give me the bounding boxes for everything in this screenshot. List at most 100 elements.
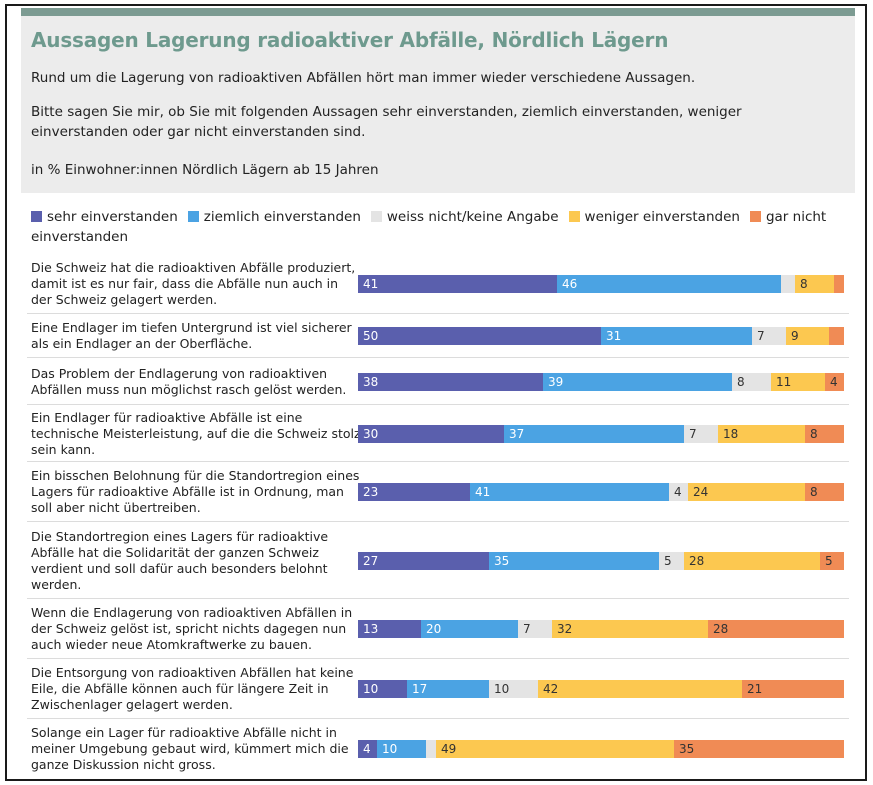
bar-segment: 41 (470, 483, 669, 501)
data-label: 10 (382, 742, 398, 756)
chart-row: Die Schweiz hat die radioaktiven Abfälle… (7, 254, 867, 314)
bar-segment: 28 (708, 620, 844, 638)
chart-unit-note: in % Einwohner:innen Nördlich Lägern ab … (31, 162, 379, 178)
row-separator (27, 357, 849, 358)
legend-swatch (31, 211, 42, 222)
row-label: Ein Endlager für radioaktive Abfälle ist… (31, 410, 361, 457)
stacked-bar: 27 35 5 28 5 (358, 552, 844, 570)
legend-swatch (568, 211, 580, 222)
row-separator (27, 598, 849, 599)
row-label: Die Standortregion eines Lagers für radi… (31, 529, 329, 592)
data-label: 18 (723, 427, 739, 441)
legend-label: sehr einverstanden (47, 209, 178, 225)
bar-segment: 49 (436, 740, 674, 758)
chart-header: Aussagen Lagerung radioaktiver Abfälle, … (21, 16, 855, 193)
bar-segment: 8 (795, 275, 834, 293)
bar-segment: 42 (538, 680, 742, 698)
bar-segment: 23 (358, 483, 470, 501)
bar-segment: 13 (358, 620, 421, 638)
bar-segment: 27 (358, 552, 489, 570)
legend-swatch (749, 211, 761, 222)
data-label: 31 (606, 329, 622, 343)
data-label: 5 (825, 554, 833, 568)
legend-item-0: sehr einverstanden (31, 209, 178, 225)
data-label: 24 (693, 485, 709, 499)
bar-segment (829, 327, 844, 345)
data-label: 4 (674, 485, 682, 499)
row-label: Das Problem der Endlagerung von radioakt… (31, 366, 347, 397)
data-label: 10 (494, 682, 510, 696)
legend-label: weniger einverstanden (584, 209, 740, 225)
data-label: 49 (441, 742, 457, 756)
row-separator (27, 521, 849, 522)
chart-row: Solange ein Lager für radioaktive Abfäll… (7, 719, 867, 779)
bar-segment: 31 (601, 327, 752, 345)
bar-segment: 8 (732, 373, 771, 391)
bar-segment: 11 (771, 373, 825, 391)
stacked-bar: 10 17 10 42 21 (358, 680, 844, 698)
bar-segment: 41 (358, 275, 557, 293)
bar-segment: 46 (557, 275, 781, 293)
bar-segment: 35 (489, 552, 659, 570)
row-separator (27, 404, 849, 405)
data-label: 8 (737, 375, 745, 389)
legend-swatch (370, 211, 382, 222)
data-label: 8 (810, 427, 818, 441)
data-label: 5 (664, 554, 672, 568)
bar-segment: 7 (752, 327, 786, 345)
bar-segment: 21 (742, 680, 844, 698)
bar-segment: 5 (820, 552, 844, 570)
bar-segment: 5 (659, 552, 684, 570)
row-label: Solange ein Lager für radioaktive Abfäll… (31, 725, 349, 772)
data-label: 13 (363, 622, 379, 636)
row-label: Wenn die Endlagerung von radioaktiven Ab… (31, 605, 353, 652)
bar-segment: 7 (518, 620, 552, 638)
bar-segment: 32 (552, 620, 708, 638)
chart-plot-area: Die Schweiz hat die radioaktiven Abfälle… (7, 254, 867, 779)
data-label: 37 (509, 427, 525, 441)
stacked-bar: 4 10 49 35 (358, 740, 844, 758)
data-label: 38 (363, 375, 379, 389)
data-label: 10 (363, 682, 379, 696)
stacked-bar: 13 20 7 32 28 (358, 620, 844, 638)
bar-segment: 18 (718, 425, 805, 443)
legend-item-2: weiss nicht/keine Angabe (370, 209, 559, 225)
bar-segment: 37 (504, 425, 684, 443)
chart-row: Das Problem der Endlagerung von radioakt… (7, 358, 867, 405)
bar-segment: 30 (358, 425, 504, 443)
legend-item-4: gar nicht einverstanden (31, 209, 826, 245)
bar-segment: 10 (377, 740, 426, 758)
data-label: 46 (562, 277, 578, 291)
data-label: 30 (363, 427, 379, 441)
bar-segment: 9 (786, 327, 829, 345)
data-label: 4 (830, 375, 838, 389)
chart-row: Die Standortregion eines Lagers für radi… (7, 522, 867, 599)
bar-segment: 35 (674, 740, 844, 758)
data-label: 23 (363, 485, 379, 499)
chart-row: Die Entsorgung von radioaktiven Abfällen… (7, 659, 867, 719)
bar-segment: 17 (407, 680, 489, 698)
legend-item-1: ziemlich einverstanden (187, 209, 361, 225)
data-label: 28 (689, 554, 705, 568)
data-label: 41 (475, 485, 491, 499)
bar-segment: 39 (543, 373, 732, 391)
chart-frame: Aussagen Lagerung radioaktiver Abfälle, … (5, 4, 867, 781)
row-label: Die Schweiz hat die radioaktiven Abfälle… (31, 260, 356, 307)
chart-row: Ein Endlager für radioaktive Abfälle ist… (7, 405, 867, 462)
row-separator (27, 313, 849, 314)
bar-segment (834, 275, 844, 293)
stacked-bar: 23 41 4 24 8 (358, 483, 844, 501)
header-accent-bar (21, 8, 855, 16)
data-label: 7 (757, 329, 765, 343)
chart-subtitle-intro: Rund um die Lagerung von radioaktiven Ab… (31, 70, 696, 86)
row-separator (27, 461, 849, 462)
data-label: 17 (412, 682, 428, 696)
stacked-bar: 30 37 7 18 8 (358, 425, 844, 443)
row-separator (27, 658, 849, 659)
data-label: 4 (363, 742, 371, 756)
bar-segment (426, 740, 436, 758)
legend-swatch (187, 211, 199, 222)
data-label: 8 (800, 277, 808, 291)
stacked-bar: 38 39 8 11 4 (358, 373, 844, 391)
data-label: 42 (543, 682, 559, 696)
